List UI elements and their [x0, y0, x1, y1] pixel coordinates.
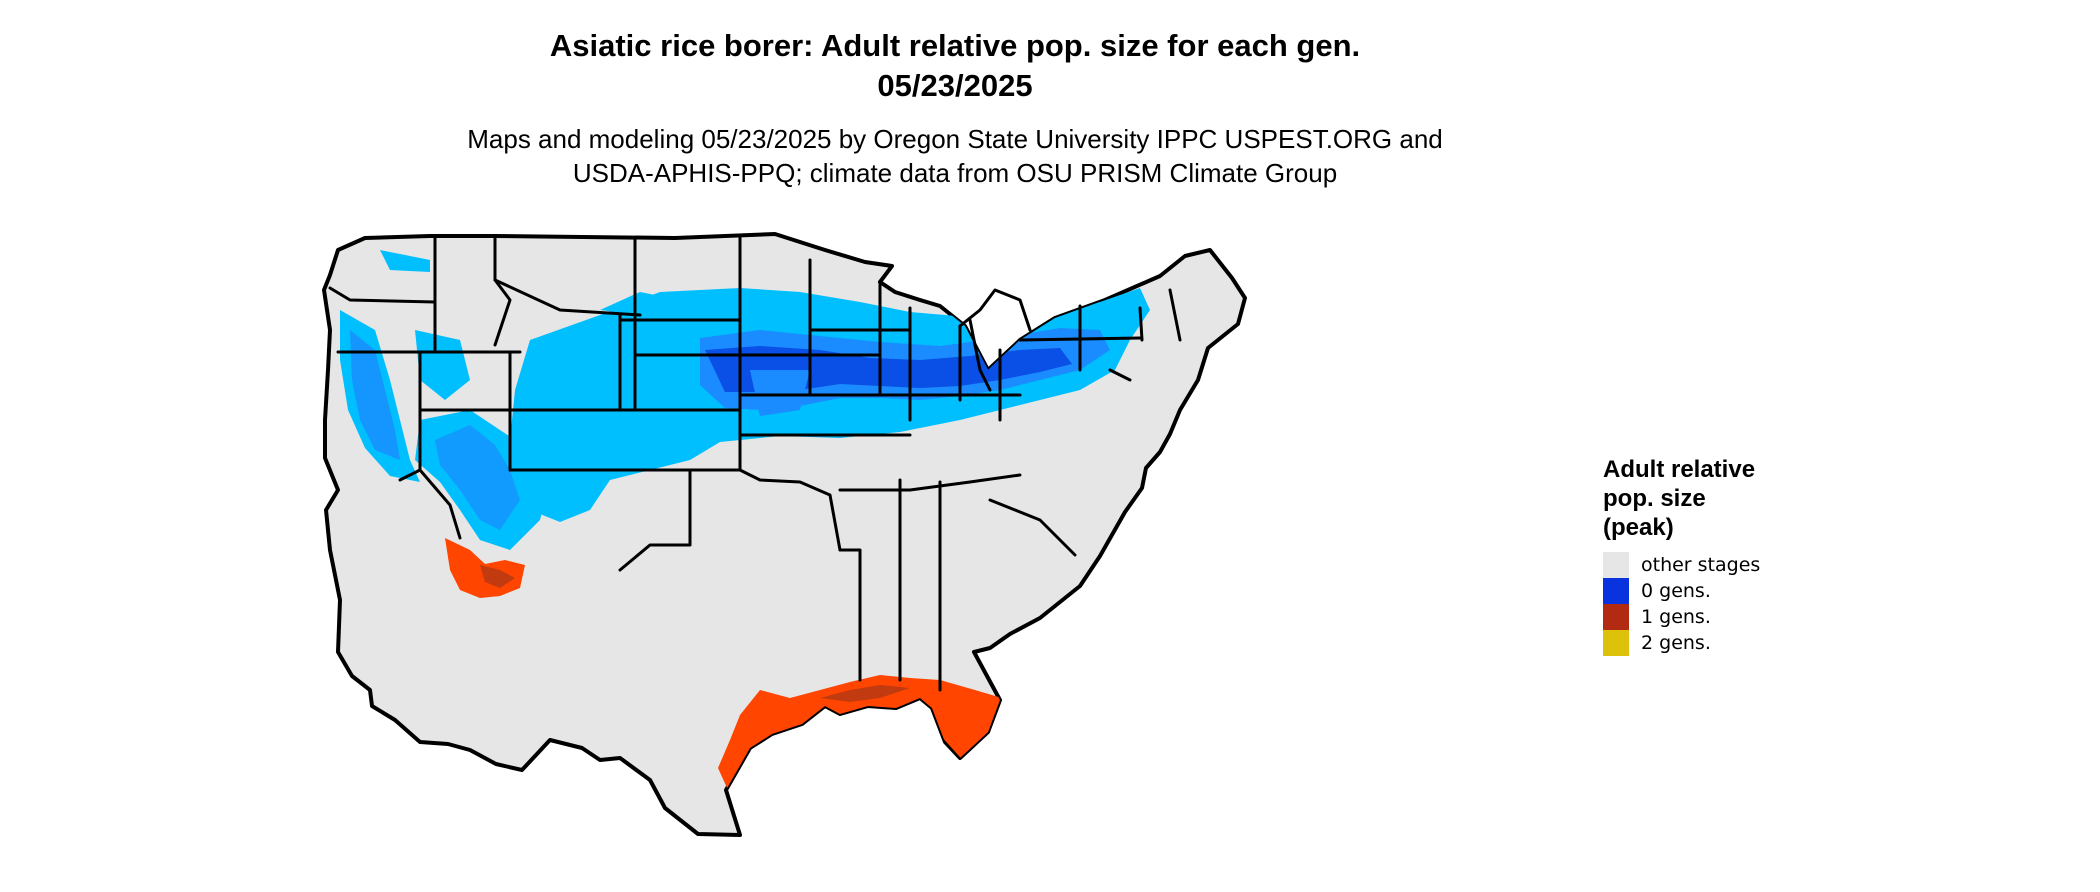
legend-label: 0 gens. [1641, 580, 1711, 602]
legend-label: 1 gens. [1641, 606, 1711, 628]
state-borders [328, 234, 1182, 692]
legend: Adult relative pop. size (peak) other st… [1603, 455, 1903, 656]
map-credit-line-1: Maps and modeling 05/23/2025 by Oregon S… [467, 124, 1443, 154]
legend-swatch [1603, 578, 1629, 604]
map-title: Asiatic rice borer: Adult relative pop. … [549, 28, 1361, 63]
legend-label: 2 gens. [1641, 632, 1711, 654]
map-credit-line-2: USDA-APHIS-PPQ; climate data from OSU PR… [572, 158, 1338, 188]
legend-item-0-gens: 0 gens. [1603, 578, 1903, 604]
map-date: 05/23/2025 [877, 68, 1033, 103]
legend-item-1-gens: 1 gens. [1603, 604, 1903, 630]
us-map [322, 232, 1247, 837]
legend-title: Adult relative pop. size (peak) [1603, 456, 1756, 541]
legend-swatch [1603, 604, 1629, 630]
legend-swatch [1603, 552, 1629, 578]
legend-label: other stages [1641, 554, 1761, 576]
legend-item-2-gens: 2 gens. [1603, 630, 1903, 656]
legend-items: other stages 0 gens. 1 gens. 2 gens. [1603, 552, 1903, 656]
legend-swatch [1603, 630, 1629, 656]
legend-item-other-stages: other stages [1603, 552, 1903, 578]
